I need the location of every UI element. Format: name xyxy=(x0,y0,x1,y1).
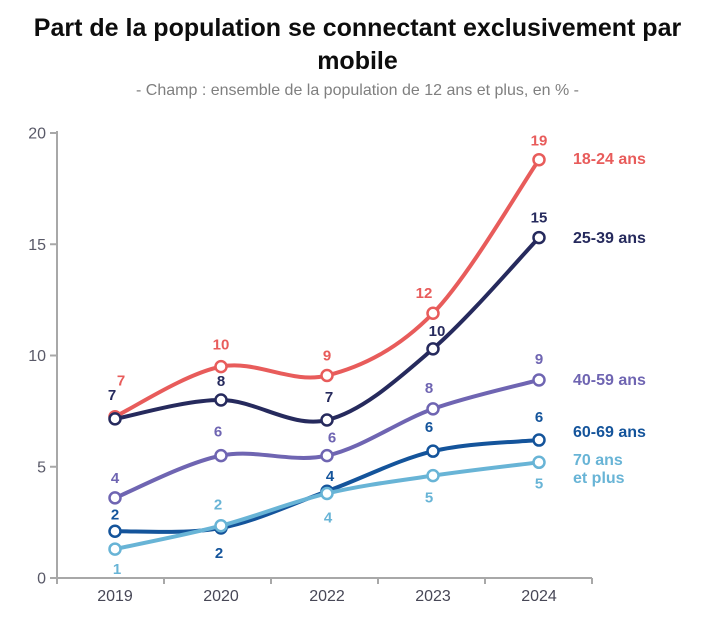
data-point-40-59-ans xyxy=(320,448,334,463)
chart-subtitle: - Champ : ensemble de la population de 1… xyxy=(136,82,579,99)
x-axis-label-2023: 2023 xyxy=(415,588,451,605)
point-label-25-39-ans: 8 xyxy=(217,373,225,390)
point-label-40-59-ans: 8 xyxy=(425,380,433,397)
chart-header: Part de la population se connectant excl… xyxy=(0,12,715,100)
data-point-60-69-ans xyxy=(426,444,440,458)
y-axis-tick-label: 0 xyxy=(37,571,46,588)
point-label-18-24-ans: 19 xyxy=(531,133,548,150)
data-point-18-24-ans xyxy=(532,152,546,167)
x-axis-label-2020: 2020 xyxy=(203,588,239,605)
point-label-40-59-ans: 4 xyxy=(111,470,120,487)
data-point-40-59-ans xyxy=(108,491,122,505)
x-axis-label-2024: 2024 xyxy=(521,588,557,605)
point-label-18-24-ans: 7 xyxy=(117,373,125,390)
series-line-18-24-ans xyxy=(113,157,541,419)
data-point-25-39-ans xyxy=(320,413,334,427)
point-label-25-39-ans: 15 xyxy=(531,210,548,227)
point-label-25-39-ans: 7 xyxy=(108,387,116,404)
data-point-18-24-ans xyxy=(214,359,228,374)
data-point-40-59-ans xyxy=(214,448,228,463)
data-point-18-24-ans xyxy=(320,368,334,383)
x-axis-label-2022: 2022 xyxy=(309,588,345,605)
point-label-70-ans-et-plus: 4 xyxy=(324,509,333,526)
chart-title: Part de la population se connectant excl… xyxy=(33,14,682,75)
point-label-18-24-ans: 10 xyxy=(213,337,230,354)
data-point-25-39-ans xyxy=(426,342,440,356)
point-label-40-59-ans: 9 xyxy=(535,351,543,368)
point-label-18-24-ans: 9 xyxy=(323,348,331,365)
point-label-70-ans-et-plus: 2 xyxy=(214,497,222,514)
data-point-40-59-ans xyxy=(426,402,440,416)
point-label-60-69-ans: 4 xyxy=(326,468,335,485)
data-point-60-69-ans xyxy=(108,524,122,539)
point-label-70-ans-et-plus: 5 xyxy=(425,490,433,507)
point-label-25-39-ans: 7 xyxy=(325,389,333,406)
data-point-25-39-ans xyxy=(214,393,228,407)
point-label-18-24-ans: 12 xyxy=(416,285,433,302)
y-axis-tick-label: 5 xyxy=(37,459,46,476)
y-axis-tick-label: 10 xyxy=(28,348,46,365)
point-label-40-59-ans: 6 xyxy=(328,430,336,447)
data-point-70-ans-et-plus xyxy=(532,455,546,470)
point-label-40-59-ans: 6 xyxy=(214,424,222,441)
data-point-18-24-ans xyxy=(426,306,440,320)
point-label-60-69-ans: 6 xyxy=(535,409,543,426)
data-point-70-ans-et-plus xyxy=(320,486,334,501)
data-point-25-39-ans xyxy=(108,412,122,426)
data-point-70-ans-et-plus xyxy=(214,518,228,533)
y-axis-tick-label: 15 xyxy=(28,237,46,254)
data-point-70-ans-et-plus xyxy=(108,542,122,556)
data-point-25-39-ans xyxy=(532,230,546,245)
data-point-60-69-ans xyxy=(532,433,546,447)
point-label-70-ans-et-plus: 5 xyxy=(535,475,543,492)
point-label-60-69-ans: 2 xyxy=(111,506,119,523)
data-point-40-59-ans xyxy=(532,373,546,387)
point-label-60-69-ans: 2 xyxy=(215,545,223,562)
y-axis-tick-label: 20 xyxy=(28,126,46,143)
data-point-70-ans-et-plus xyxy=(426,468,440,483)
point-label-25-39-ans: 10 xyxy=(429,323,446,340)
point-label-70-ans-et-plus: 1 xyxy=(113,561,121,578)
point-label-60-69-ans: 6 xyxy=(425,419,433,436)
x-axis-label-2019: 2019 xyxy=(97,588,133,605)
